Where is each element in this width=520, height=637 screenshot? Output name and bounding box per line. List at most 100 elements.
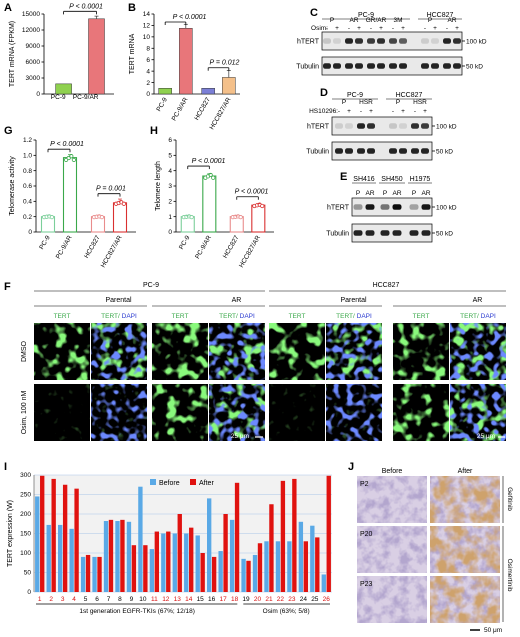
micrograph-tile: [269, 384, 325, 441]
bar-before: [184, 533, 189, 592]
y-tick-label: 0.2: [23, 214, 32, 221]
y-tick-label: 150: [20, 531, 31, 538]
lane-label: AR: [421, 190, 430, 197]
tert-tspan: TERT/: [336, 313, 356, 320]
x-tick-label: PC-9: [155, 96, 169, 113]
column-label: TERT: [289, 313, 306, 320]
tert-tspan: TERT/: [101, 313, 121, 320]
bar-before: [46, 524, 51, 592]
band: [345, 38, 353, 44]
bar-after: [200, 553, 205, 592]
band: [345, 148, 353, 154]
x-tick-label: HCC827/AR: [209, 96, 233, 131]
bar-before: [218, 551, 223, 592]
bar-before: [287, 541, 292, 592]
band: [357, 148, 365, 154]
panel-label-I: I: [4, 461, 7, 473]
row-label: P23: [360, 581, 373, 588]
y-tick-label: 15000: [22, 11, 40, 18]
row-label: Tubulin: [296, 64, 319, 71]
chart-G: 0 0.2 0.4 0.6 0.8 1.0 1.2 Telomerase activity PC…: [9, 137, 136, 269]
bar-HCC827: [201, 88, 215, 95]
lane-label: AR: [365, 190, 374, 197]
bar-after: [280, 480, 286, 592]
ihc-tile: [430, 476, 500, 523]
data-point: [260, 203, 265, 209]
band: [399, 123, 407, 129]
micrograph-tile: [152, 323, 208, 380]
band: [389, 38, 397, 44]
drug-label: Osimertinib: [506, 559, 513, 592]
y-tick-label: 50: [24, 570, 32, 577]
y-tick-label: 2: [168, 199, 172, 206]
x-tick-label: PC-9: [178, 234, 192, 251]
micrograph-tile: [91, 323, 147, 380]
band: [453, 38, 461, 44]
hematoxylin: [357, 526, 427, 573]
micrograph-tile: [450, 384, 506, 441]
x-tick-label: 25: [311, 596, 319, 603]
band: [421, 38, 429, 44]
group-label: H1975: [410, 176, 431, 183]
row-label: hTERT: [297, 39, 320, 46]
bar-after: [223, 514, 228, 592]
panel-label-G: G: [4, 125, 13, 137]
dapi-signal: [450, 384, 506, 441]
panel-label-B: B: [128, 2, 136, 14]
group-label: HCC827: [427, 12, 454, 19]
bar-after: [143, 545, 148, 592]
y-tick-label: 6000: [26, 59, 41, 66]
lane-label: P: [412, 190, 416, 197]
x-tick-label: 17: [219, 596, 227, 603]
p-value: P = 0.012: [210, 60, 240, 67]
x-tick-label: 8: [118, 596, 122, 603]
x-tick-label: PC-9: [38, 234, 52, 251]
bar-after: [166, 531, 171, 592]
legend-swatch-before: [150, 479, 156, 485]
bar-PC-9/AR: [62, 157, 78, 233]
y-tick-label: 12000: [22, 27, 40, 34]
y-tick-label: 1: [168, 214, 172, 221]
treatment-sign: -: [392, 108, 394, 115]
bar-HCC827/AR: [222, 77, 236, 95]
band: [411, 123, 419, 129]
column-label: TERT: [172, 313, 189, 320]
panel-label-H: H: [150, 125, 158, 137]
bar-before: [80, 556, 86, 592]
tert-signal: [269, 384, 325, 441]
column-label-merge: TERT/ DAPI: [219, 313, 255, 320]
y-tick-label: 1.0: [23, 153, 32, 160]
y-tick-label: 9000: [26, 43, 41, 50]
band: [411, 148, 419, 154]
band: [367, 63, 375, 69]
bar-after: [189, 527, 194, 592]
band: [365, 204, 375, 210]
bar-after: [51, 478, 56, 592]
group-label: SH450: [381, 176, 403, 183]
y-tick-label: 3000: [26, 75, 41, 82]
data-point: [121, 201, 127, 206]
x-tick-label: 18: [231, 596, 239, 603]
p-value: P < 0.0001: [69, 3, 103, 10]
x-tick-label: 19: [242, 596, 250, 603]
treatment-sign: -: [338, 108, 340, 115]
x-tick-label: 15: [197, 596, 205, 603]
x-tick-label: 4: [72, 596, 76, 603]
x-tick-label: 3: [61, 596, 65, 603]
bar-before: [57, 524, 63, 592]
y-tick-label: 0: [36, 91, 40, 98]
x-tick-label: 11: [151, 596, 158, 603]
dapi-tspan: DAPI: [481, 313, 496, 320]
x-tick-label: 26: [323, 596, 331, 603]
bar-before: [321, 574, 326, 592]
x-tick-label: 20: [254, 596, 262, 603]
tert-signal: [393, 323, 449, 380]
dab-stain: [430, 526, 500, 573]
condition-label: AR: [473, 297, 483, 304]
y-tick-label: 0.4: [23, 199, 32, 206]
band: [357, 123, 365, 129]
lane-label: P: [428, 17, 432, 24]
band: [323, 38, 331, 44]
